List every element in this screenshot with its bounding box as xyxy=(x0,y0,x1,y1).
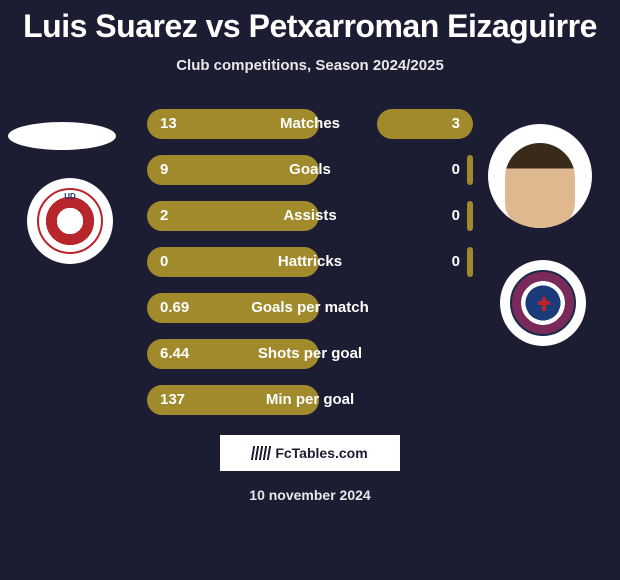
stat-bar-right xyxy=(467,201,473,231)
stat-bar-left xyxy=(147,293,319,323)
stat-row: Shots per goal6.44 xyxy=(10,339,610,369)
stat-row: Hattricks00 xyxy=(10,247,610,277)
stat-bar-left xyxy=(147,155,319,185)
stat-value-right: 0 xyxy=(452,201,460,231)
stat-row: Matches133 xyxy=(10,109,610,139)
stat-value-right: 0 xyxy=(452,247,460,277)
stat-bar-right xyxy=(467,155,473,185)
stat-bar-left xyxy=(147,109,319,139)
stat-bar-left xyxy=(147,247,319,277)
stat-bar-left xyxy=(147,201,319,231)
stat-bar-left xyxy=(147,385,319,415)
page-title: Luis Suarez vs Petxarroman Eizaguirre xyxy=(0,0,620,45)
date-text: 10 november 2024 xyxy=(0,487,620,503)
stat-row: Assists20 xyxy=(10,201,610,231)
page-subtitle: Club competitions, Season 2024/2025 xyxy=(0,57,620,74)
stat-bar-right xyxy=(377,109,473,139)
fctables-icon xyxy=(251,446,271,460)
stat-bar-left xyxy=(147,339,319,369)
fctables-badge: FcTables.com xyxy=(220,435,400,471)
stats-area: Matches133 Goals90 Assists20 Hattricks00 Goa… xyxy=(0,109,620,415)
stat-bar-right xyxy=(467,247,473,277)
stat-row: Min per goal137 xyxy=(10,385,610,415)
stat-value-right: 0 xyxy=(452,155,460,185)
stat-row: Goals90 xyxy=(10,155,610,185)
stat-row: Goals per match0.69 xyxy=(10,293,610,323)
fctables-label: FcTables.com xyxy=(275,445,367,461)
